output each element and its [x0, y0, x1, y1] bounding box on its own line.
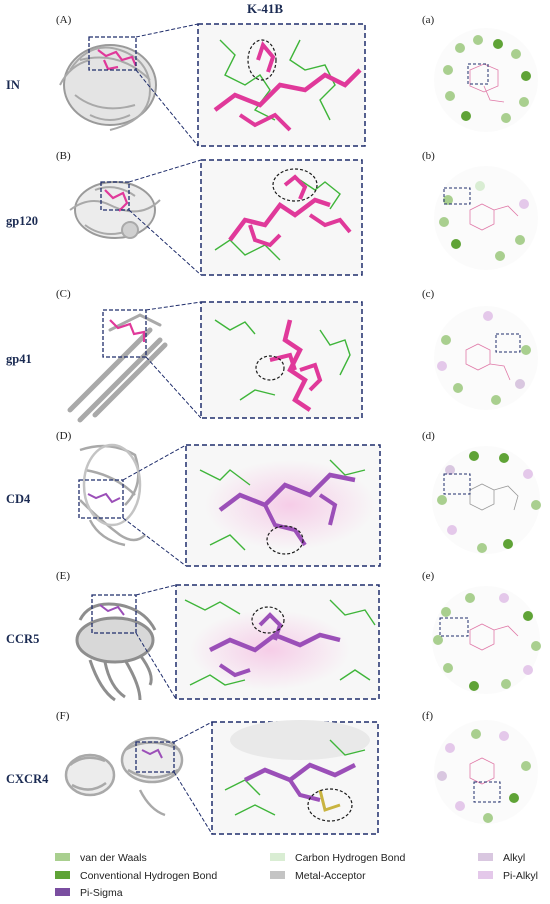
binding-detail-in	[213, 39, 362, 132]
ligand-cd4	[87, 492, 121, 504]
panel-label-b: (b)	[422, 150, 435, 162]
legend-item-carbon-hydrogen-bond: Carbon Hydrogen Bond	[270, 852, 405, 864]
row-label-ccr5: CCR5	[6, 632, 40, 646]
ligand-in	[97, 49, 138, 71]
panel-label-a: (a)	[422, 14, 435, 26]
binding-detail-ccr5	[184, 599, 376, 690]
protein-structure-gp41	[67, 313, 168, 423]
site-box-gp120	[100, 181, 130, 211]
zoom-line-ccr5-top	[135, 584, 177, 596]
row-label-cd4: CD4	[6, 492, 31, 506]
binding-detail-cd4	[199, 459, 375, 555]
interaction-map-cxcr4	[434, 720, 538, 824]
legend-item-pi-sigma: Pi-Sigma	[55, 887, 123, 899]
row-cxcr4-group	[64, 720, 538, 835]
binding-detail-cxcr4	[224, 720, 370, 822]
row-gp120-group	[69, 159, 538, 276]
row-gp41-group	[67, 301, 538, 423]
protein-structure-cxcr4	[64, 736, 184, 817]
legend-swatch	[478, 871, 493, 880]
legend-label: Alkyl	[503, 852, 526, 864]
zoom-line-gp120-bottom	[128, 209, 202, 276]
binding-detail-gp41	[214, 319, 351, 412]
protein-structure-in	[59, 44, 157, 131]
site-box-gp41	[102, 309, 147, 358]
legend-swatch	[55, 888, 70, 897]
figure-canvas	[59, 23, 541, 835]
site-box-ccr5	[91, 594, 137, 634]
panel-label-E: (E)	[56, 570, 71, 582]
zoom-line-gp41-top	[145, 301, 202, 311]
legend-label: Carbon Hydrogen Bond	[295, 852, 406, 864]
panel-label-f: (f)	[422, 710, 433, 722]
zoom-line-gp120-top	[128, 159, 202, 183]
protein-structure-cd4	[79, 443, 146, 547]
legend-label: van der Waals	[80, 852, 147, 864]
row-label-cxcr4: CXCR4	[6, 772, 49, 786]
row-cd4-group	[78, 443, 541, 567]
ligand-cxcr4	[141, 748, 163, 759]
legend-label: Conventional Hydrogen Bond	[80, 870, 218, 882]
interaction-map-ccr5	[432, 586, 541, 694]
ligand-ccr5	[99, 604, 125, 616]
panel-label-A: (A)	[56, 14, 72, 26]
site-box-in	[88, 36, 137, 71]
zoom-line-in-bottom	[135, 69, 199, 147]
legend-swatch	[478, 853, 493, 862]
site-box-cd4	[78, 479, 124, 519]
legend-item-conventional-hydrogen-bond: Conventional Hydrogen Bond	[55, 870, 217, 882]
figure-title: K-41B	[246, 1, 284, 16]
legend-swatch	[270, 871, 285, 880]
panel-label-C: (C)	[56, 288, 71, 300]
panel-label-B: (B)	[56, 150, 71, 162]
binding-detail-gp120	[214, 168, 352, 261]
legend-item-van-der-waals: van der Waals	[55, 852, 147, 864]
row-in-group	[59, 23, 538, 147]
ligand-gp41	[109, 319, 146, 342]
zoom-panel-gp120	[200, 159, 363, 276]
zoom-panel-gp41	[200, 301, 363, 419]
row-label-gp120: gp120	[6, 214, 38, 228]
panel-label-F: (F)	[56, 710, 70, 722]
panel-label-D: (D)	[56, 430, 72, 442]
panel-label-e: (e)	[422, 570, 435, 582]
interaction-map-cd4	[432, 446, 541, 554]
interaction-legend: van der Waals Carbon Hydrogen Bond Alkyl…	[0, 846, 550, 904]
zoom-line-cxcr4-bottom	[173, 771, 213, 835]
protein-structure-ccr5	[75, 602, 157, 702]
interaction-map-in	[434, 28, 538, 132]
zoom-line-gp41-bottom	[145, 356, 202, 419]
panel-label-d: (d)	[422, 430, 435, 442]
ligand-gp120	[104, 189, 129, 212]
zoom-line-in-top	[135, 23, 199, 38]
row-label-in: IN	[6, 78, 20, 92]
row-label-gp41: gp41	[6, 352, 32, 366]
row-ccr5-group	[75, 584, 541, 702]
legend-item-alkyl: Alkyl	[478, 852, 525, 864]
legend-swatch	[270, 853, 285, 862]
zoom-line-cd4-top	[122, 444, 187, 481]
legend-label: Pi-Sigma	[80, 887, 123, 899]
site-box-cxcr4	[135, 741, 175, 773]
legend-label: Pi-Alkyl	[503, 870, 539, 882]
legend-label: Metal-Acceptor	[295, 870, 366, 882]
zoom-line-cd4-bottom	[122, 517, 187, 567]
legend-swatch	[55, 871, 70, 880]
interaction-map-gp41	[434, 306, 538, 410]
legend-item-metal-acceptor: Metal-Acceptor	[270, 870, 366, 882]
panel-label-c: (c)	[422, 288, 435, 300]
legend-item-pi-alkyl: Pi-Alkyl	[478, 870, 538, 882]
legend-swatch	[55, 853, 70, 862]
zoom-line-ccr5-bottom	[135, 632, 177, 700]
interaction-map-gp120	[434, 166, 538, 270]
zoom-line-cxcr4-top	[173, 721, 213, 743]
